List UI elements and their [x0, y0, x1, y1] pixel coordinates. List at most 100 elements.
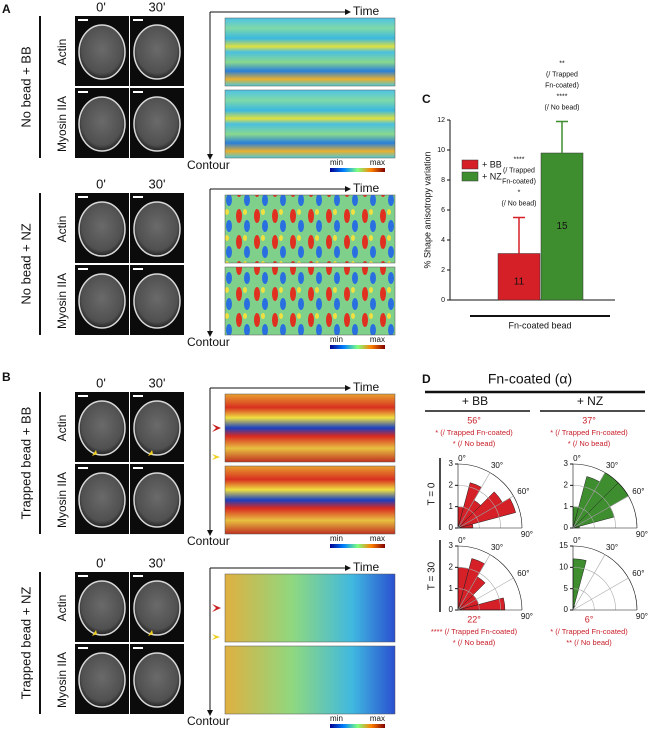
- label: 90°: [521, 612, 533, 621]
- label: Time: [353, 181, 380, 195]
- label: min: [330, 714, 343, 723]
- label: **: [559, 60, 565, 67]
- label: (/ No bead): [501, 200, 536, 207]
- label: + BB: [482, 159, 502, 169]
- label: Time: [353, 380, 380, 394]
- label: 0: [441, 297, 445, 304]
- label: 0: [449, 605, 454, 614]
- kymograph: [224, 17, 396, 87]
- marker: [212, 454, 220, 460]
- label: 15: [556, 221, 568, 232]
- label: 37°: [582, 415, 596, 425]
- label: 30°: [606, 461, 618, 470]
- label: 30°: [491, 543, 503, 552]
- label: T = 0: [427, 482, 438, 505]
- label: 30': [149, 375, 166, 390]
- cell: [133, 96, 181, 152]
- grid-arc: [572, 567, 616, 611]
- grid-arc: [457, 485, 501, 529]
- grid-arc: [457, 588, 480, 611]
- label: Trapped bead + BB: [18, 407, 33, 520]
- kymograph: [224, 393, 396, 463]
- label: * (/ No bead): [453, 439, 496, 448]
- label: (/ Trapped: [546, 71, 578, 78]
- cell: [133, 273, 181, 329]
- legend-swatch: [461, 159, 479, 170]
- label: 1: [449, 502, 454, 511]
- label: * (/ Trapped Fn-coated): [550, 627, 628, 636]
- label: 0': [96, 555, 106, 570]
- label: max: [370, 714, 385, 723]
- label: Myosin IIA: [55, 96, 69, 152]
- label: min: [330, 534, 343, 543]
- label: (/ Trapped: [503, 167, 535, 174]
- label: 0°: [573, 536, 581, 545]
- angle-grid: [572, 554, 606, 611]
- cell: [133, 201, 181, 257]
- grid-arc: [572, 463, 638, 529]
- error-bar: [556, 120, 568, 153]
- colorbar: [330, 168, 385, 172]
- label: 0': [96, 375, 106, 390]
- arrow-head: [345, 385, 351, 391]
- label: 60°: [632, 569, 644, 578]
- cell: [133, 580, 181, 636]
- label: Myosin IIA: [55, 652, 69, 708]
- label: 1: [449, 584, 454, 593]
- label: * (/ No bead): [568, 439, 611, 448]
- arrow-head: [345, 565, 351, 571]
- label: ** (/ No bead): [566, 638, 612, 647]
- label: 30': [149, 176, 166, 191]
- arrow-head: [207, 331, 213, 337]
- kymograph: [224, 573, 396, 643]
- angle-grid: [572, 577, 629, 611]
- cell: [133, 400, 181, 456]
- label: 15: [559, 541, 568, 550]
- cell: [78, 472, 126, 528]
- rose-wedge: [572, 558, 587, 611]
- kymograph: [224, 194, 396, 264]
- marker: [212, 604, 221, 612]
- error-bar: [513, 216, 525, 254]
- label: Contour: [187, 158, 230, 172]
- label: Trapped bead + NZ: [18, 587, 33, 700]
- label: + NZ: [482, 171, 502, 181]
- label: Fn-coated): [545, 82, 579, 89]
- label: * (/ Trapped Fn-coated): [435, 428, 513, 437]
- label: 5: [564, 584, 569, 593]
- arrow-head: [207, 154, 213, 160]
- label: Time: [353, 4, 380, 18]
- cell: [78, 580, 126, 636]
- label: B: [2, 370, 11, 384]
- angle-grid: [457, 577, 514, 611]
- cell: [78, 273, 126, 329]
- label: min: [330, 158, 343, 167]
- grid-arc: [457, 506, 480, 529]
- kymograph: [224, 266, 396, 336]
- label: 2: [449, 562, 454, 571]
- kymograph: [224, 465, 396, 535]
- grid-arc: [457, 463, 523, 529]
- label: Fn-coated bead: [508, 320, 571, 330]
- marker: [212, 634, 220, 640]
- label: 3: [449, 459, 454, 468]
- label: (/ No bead): [544, 104, 579, 111]
- label: 2: [441, 267, 445, 274]
- angle-grid: [572, 495, 629, 529]
- cell: [78, 652, 126, 708]
- label: max: [370, 534, 385, 543]
- label: * (/ No bead): [453, 638, 496, 647]
- grid-arc: [572, 506, 595, 529]
- label: max: [370, 335, 385, 344]
- label: 56°: [467, 415, 481, 425]
- label: 60°: [632, 487, 644, 496]
- label: 0°: [458, 454, 466, 463]
- angle-grid: [457, 472, 491, 529]
- label: 3: [564, 459, 569, 468]
- label: 10: [559, 562, 568, 571]
- label: 90°: [521, 530, 533, 539]
- label: 6°: [585, 614, 594, 624]
- kymograph: [224, 645, 396, 715]
- bar: [540, 152, 584, 301]
